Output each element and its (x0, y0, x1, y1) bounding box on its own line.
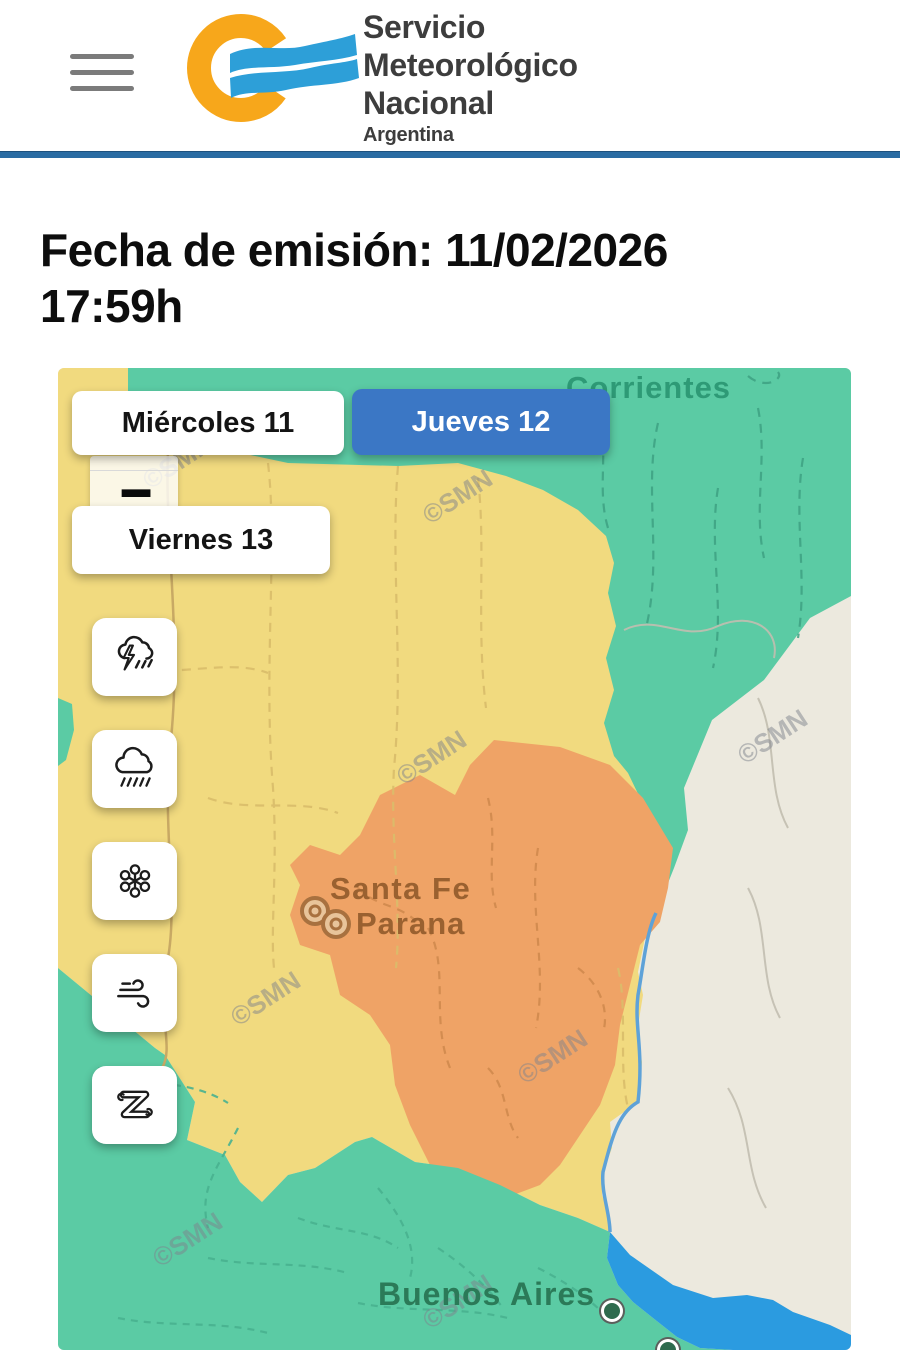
header-divider (0, 151, 900, 158)
borders-outside-area (623, 619, 789, 1209)
city-marker-santa-fe (300, 896, 330, 926)
region-green-south (58, 968, 733, 1350)
region-green-left-patch (58, 698, 74, 766)
region-orange-alert (290, 740, 673, 1200)
label-parana: Parana (356, 906, 465, 941)
label-buenos-aires: Buenos Aires (378, 1276, 595, 1312)
zonda-icon (116, 1090, 153, 1119)
borders-yellow-zone (117, 462, 630, 1109)
thunderstorm-icon (117, 635, 153, 671)
map-zoom-control: − (90, 456, 178, 527)
snow-icon (119, 864, 150, 898)
tab-jueves-12-label: Jueves 12 (411, 405, 551, 438)
city-marker-buenos-aires (599, 1298, 625, 1324)
brand-text: Servicio Meteorológico Nacional Argentin… (363, 8, 578, 147)
snow-toggle-button[interactable] (92, 842, 177, 920)
thunderstorm-toggle-button[interactable] (92, 618, 177, 696)
wind-toggle-button[interactable] (92, 954, 177, 1032)
emission-line-2: 17:59h (40, 280, 183, 332)
menu-icon[interactable] (70, 54, 134, 98)
tab-miercoles-11-label: Miércoles 11 (121, 406, 295, 439)
city-marker-parana (321, 909, 351, 939)
wind-icon (116, 979, 149, 1008)
zoom-control-separator (90, 470, 178, 471)
rain-toggle-button[interactable] (92, 730, 177, 808)
smn-logo-icon (185, 10, 365, 132)
borders-orange-zone (357, 797, 607, 1139)
tab-viernes-13[interactable]: Viernes 13 (72, 506, 330, 574)
label-santa-fe: Santa Fe (330, 871, 471, 906)
app-header: Servicio Meteorológico Nacional Argentin… (0, 0, 900, 152)
city-marker-south (655, 1337, 681, 1350)
brand-line-1: Servicio (363, 9, 486, 45)
rain-icon (114, 746, 153, 787)
tab-jueves-12[interactable]: Jueves 12 (352, 389, 610, 455)
water-uruguay-river (600, 912, 658, 1233)
emission-line-1: Fecha de emisión: 11/02/2026 (40, 224, 668, 276)
brand-country: Argentina (363, 124, 454, 146)
brand-line-3: Nacional (363, 85, 494, 121)
region-green-north (128, 368, 851, 913)
tab-viernes-13-label: Viernes 13 (128, 523, 274, 556)
borders-green-north (596, 371, 805, 669)
brand-line-2: Meteorológico (363, 47, 578, 83)
zonda-toggle-button[interactable] (92, 1066, 177, 1144)
water-rio-de-la-plata (607, 1232, 851, 1350)
emission-title: Fecha de emisión: 11/02/2026 17:59h (40, 222, 870, 334)
tab-miercoles-11[interactable]: Miércoles 11 (72, 391, 344, 455)
